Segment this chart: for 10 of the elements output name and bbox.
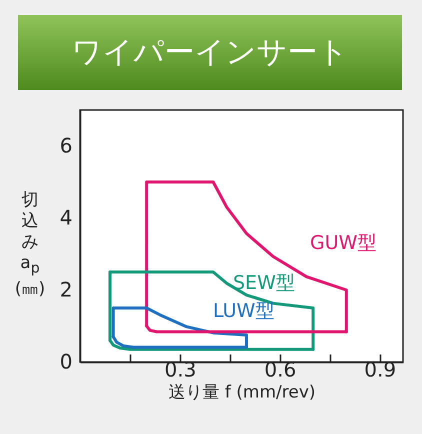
chart-title: ワイパーインサート bbox=[18, 15, 402, 90]
y-tick-label: 4 bbox=[60, 206, 72, 230]
x-axis-title: 送り量 f (mm/rev) bbox=[168, 382, 316, 402]
series-label: LUW型 bbox=[213, 300, 274, 322]
y-tick-label: 6 bbox=[60, 134, 72, 158]
y-tick-label: 0 bbox=[60, 350, 72, 374]
series-label: SEW型 bbox=[233, 272, 295, 294]
series-label: GUW型 bbox=[310, 232, 376, 254]
y-tick-label: 2 bbox=[60, 278, 72, 302]
y-axis-title: 切込み a$_{p}$ (㎜) bbox=[14, 190, 46, 300]
